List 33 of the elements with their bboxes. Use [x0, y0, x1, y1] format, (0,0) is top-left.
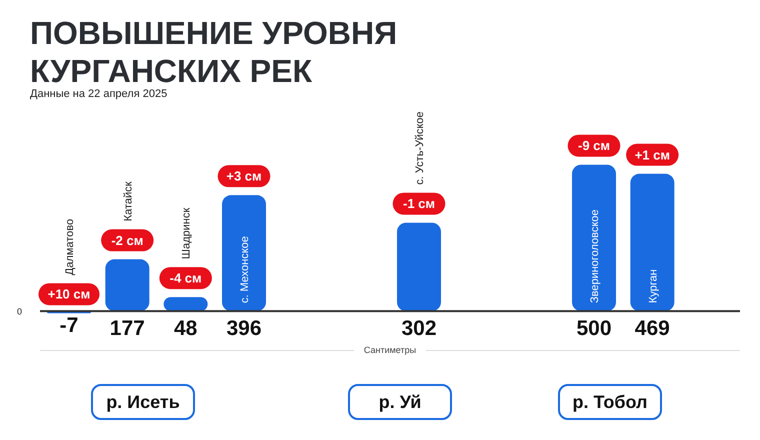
text: р. Исеть: [91, 384, 195, 420]
annotation: +1 см: [634, 147, 670, 162]
x-tick-label: Катайск: [122, 181, 134, 222]
data-label: -7: [60, 314, 78, 338]
data-label: 177: [110, 317, 145, 340]
text: 0: [16, 306, 22, 316]
data-label: 302: [401, 317, 437, 340]
annotation: -2 см: [111, 232, 144, 248]
bar: [572, 164, 616, 312]
data-label: 469: [634, 317, 670, 340]
annotation: +10 см: [48, 286, 90, 302]
x-tick-label: с. Мехонское: [239, 236, 251, 304]
x-tick-label: с. Усть-Уйское: [414, 111, 426, 185]
annotation: -9 см: [578, 138, 610, 154]
annotation: -4 см: [170, 270, 202, 286]
text: р. Уй: [348, 384, 452, 420]
bar: [222, 195, 266, 312]
x-tick-label: Курган: [647, 269, 660, 304]
bar: [397, 222, 441, 312]
x-tick-label: Звериноголовское: [589, 210, 601, 304]
annotation: -1 см: [402, 196, 436, 212]
chart-subtitle: Данные на 22 апреля 2025: [30, 88, 168, 100]
data-label: 500: [576, 317, 612, 340]
data-label: 48: [174, 317, 198, 340]
x-axis-title: Сантиметры: [364, 345, 416, 355]
bar: [105, 259, 150, 312]
x-tick-label: Шадринск: [180, 208, 193, 260]
chart-title: ПОВЫШЕНИЕ УРОВНЯ КУРГАНСКИХ РЕК: [30, 14, 398, 89]
bar: [630, 174, 674, 312]
x-tick-label: Далматово: [64, 218, 76, 276]
data-label: 396: [226, 317, 262, 340]
annotation: +3 см: [226, 168, 262, 184]
text: р. Тобол: [558, 384, 662, 420]
